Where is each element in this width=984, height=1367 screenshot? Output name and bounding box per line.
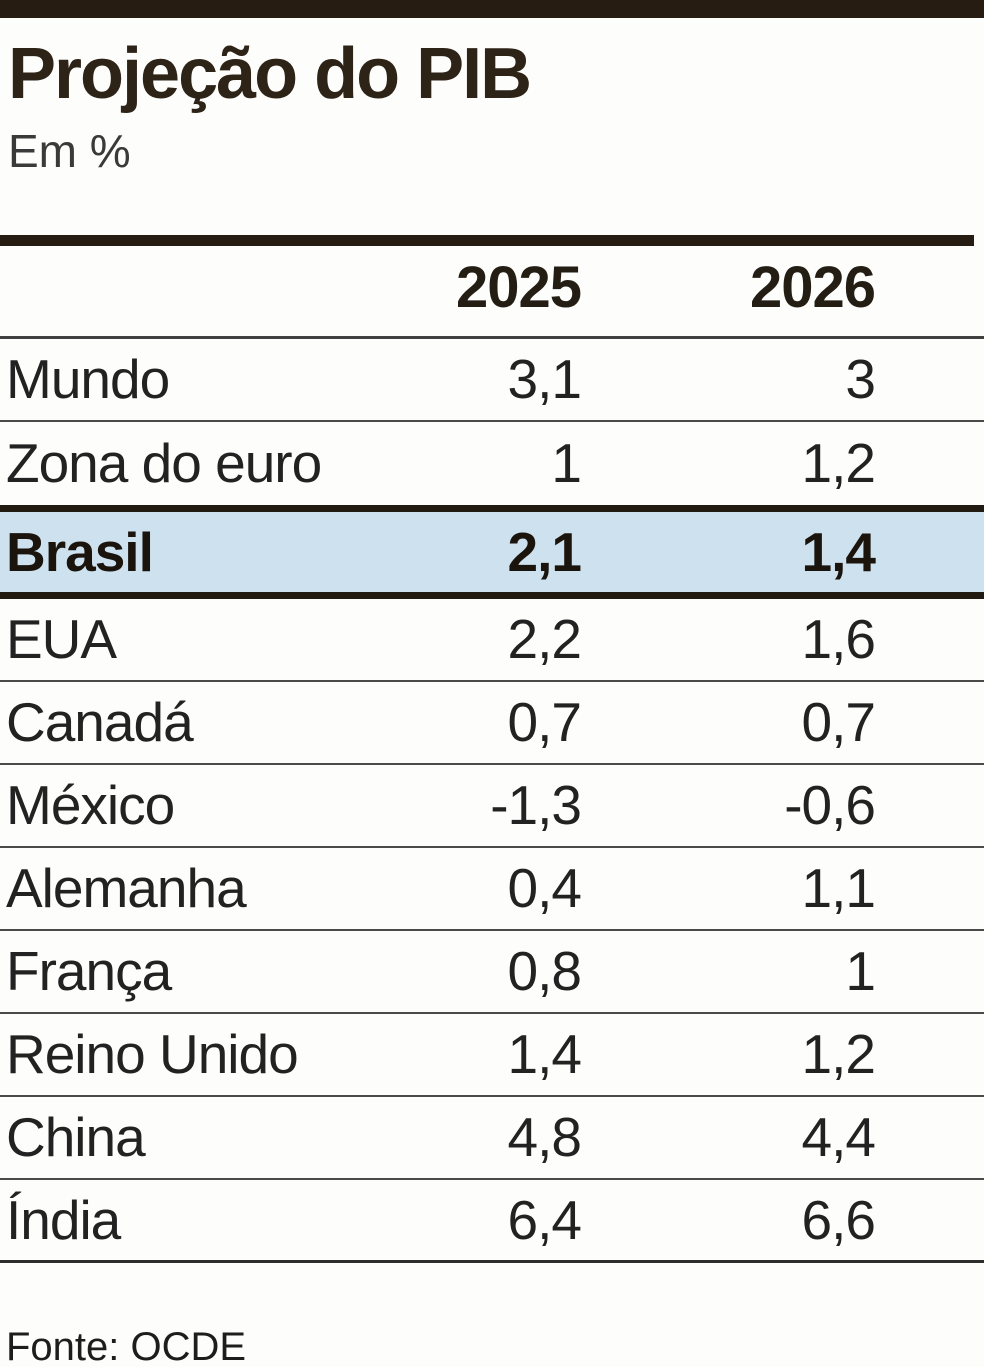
row-value-2025: 4,8 <box>507 1106 582 1169</box>
row-label: Índia <box>6 1188 121 1251</box>
column-header-2025: 2025 <box>455 255 582 321</box>
top-accent-bar <box>0 0 984 18</box>
row-value-2026: 1,2 <box>801 432 876 495</box>
header-rule <box>0 234 974 246</box>
source-note: Fonte: OCDE <box>6 1324 247 1367</box>
table-row: Reino Unido 1,4 1,2 <box>0 1014 984 1097</box>
table-row: Índia 6,4 6,6 <box>0 1180 984 1263</box>
row-label: Reino Unido <box>6 1023 299 1086</box>
row-label: Zona do euro <box>6 432 322 495</box>
row-value-2025: 0,4 <box>507 857 582 920</box>
chart-title: Projeção do PIB <box>8 34 532 114</box>
row-label: China <box>6 1106 146 1169</box>
table-header-row: 2025 2026 <box>0 246 984 339</box>
row-value-2026: 1 <box>845 940 876 1003</box>
row-value-2026: -0,6 <box>784 774 876 837</box>
row-value-2025: 0,8 <box>507 940 582 1003</box>
row-value-2026: 3 <box>845 348 876 411</box>
row-label: Brasil <box>6 520 154 583</box>
column-header-2026: 2026 <box>749 255 876 321</box>
table-row: China 4,8 4,4 <box>0 1097 984 1180</box>
row-value-2025: 2,2 <box>507 608 582 671</box>
row-value-2026: 1,1 <box>801 857 876 920</box>
row-label: EUA <box>6 608 117 671</box>
row-label: Alemanha <box>6 857 247 920</box>
table-row: Alemanha 0,4 1,1 <box>0 848 984 931</box>
row-value-2025: 0,7 <box>507 691 582 754</box>
table-row: EUA 2,2 1,6 <box>0 599 984 682</box>
row-value-2026: 6,6 <box>801 1188 876 1251</box>
row-value-2026: 1,6 <box>801 608 876 671</box>
row-value-2025: 3,1 <box>507 348 582 411</box>
table-row: Zona do euro 1 1,2 <box>0 422 984 505</box>
row-value-2025: 1 <box>551 432 582 495</box>
row-value-2026: 4,4 <box>801 1106 876 1169</box>
row-value-2026: 0,7 <box>801 691 876 754</box>
row-value-2026: 1,4 <box>801 520 876 583</box>
table-row: Canadá 0,7 0,7 <box>0 682 984 765</box>
row-label: Canadá <box>6 691 194 754</box>
row-value-2025: 2,1 <box>507 520 582 583</box>
row-value-2025: -1,3 <box>490 774 582 837</box>
table-row: Mundo 3,1 3 <box>0 339 984 422</box>
row-label: França <box>6 940 172 1003</box>
row-value-2026: 1,2 <box>801 1023 876 1086</box>
table-row: México -1,3 -0,6 <box>0 765 984 848</box>
table-row: França 0,8 1 <box>0 931 984 1014</box>
row-label: Mundo <box>6 348 170 411</box>
row-label: México <box>6 774 175 837</box>
chart-subtitle: Em % <box>8 125 131 177</box>
row-value-2025: 1,4 <box>507 1023 582 1086</box>
table-row-highlighted: Brasil 2,1 1,4 <box>0 504 984 599</box>
row-value-2025: 6,4 <box>507 1188 582 1251</box>
